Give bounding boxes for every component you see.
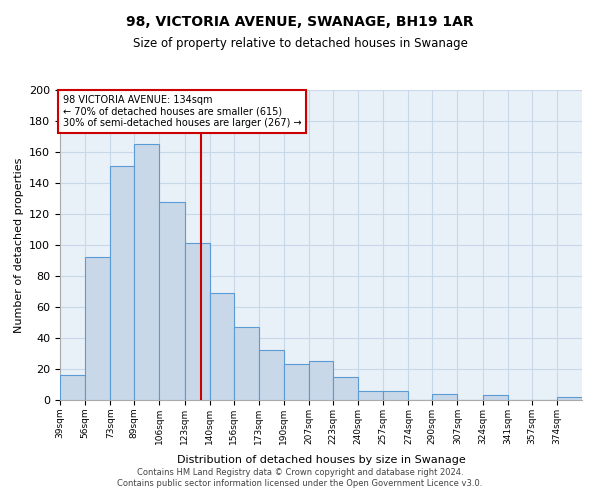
Bar (333, 377, 358, 400)
Bar (134, 144, 160, 400)
Bar (309, 361, 333, 400)
Bar (482, 396, 508, 400)
Bar (557, 397, 582, 400)
Bar (210, 293, 233, 400)
Bar (60, 375, 85, 400)
Bar (160, 202, 185, 400)
Bar (85, 258, 110, 400)
Text: Size of property relative to detached houses in Swanage: Size of property relative to detached ho… (133, 38, 467, 51)
Bar (383, 390, 409, 400)
X-axis label: Distribution of detached houses by size in Swanage: Distribution of detached houses by size … (176, 455, 466, 465)
Text: 98, VICTORIA AVENUE, SWANAGE, BH19 1AR: 98, VICTORIA AVENUE, SWANAGE, BH19 1AR (126, 15, 474, 29)
Bar (233, 327, 259, 400)
Text: Contains HM Land Registry data © Crown copyright and database right 2024.
Contai: Contains HM Land Registry data © Crown c… (118, 468, 482, 487)
Bar (284, 364, 309, 400)
Y-axis label: Number of detached properties: Number of detached properties (14, 158, 23, 332)
Bar (259, 350, 284, 400)
Bar (432, 394, 457, 400)
Bar (185, 244, 210, 400)
Bar (110, 166, 134, 400)
Bar (358, 390, 383, 400)
Text: 98 VICTORIA AVENUE: 134sqm
← 70% of detached houses are smaller (615)
30% of sem: 98 VICTORIA AVENUE: 134sqm ← 70% of deta… (63, 94, 302, 128)
